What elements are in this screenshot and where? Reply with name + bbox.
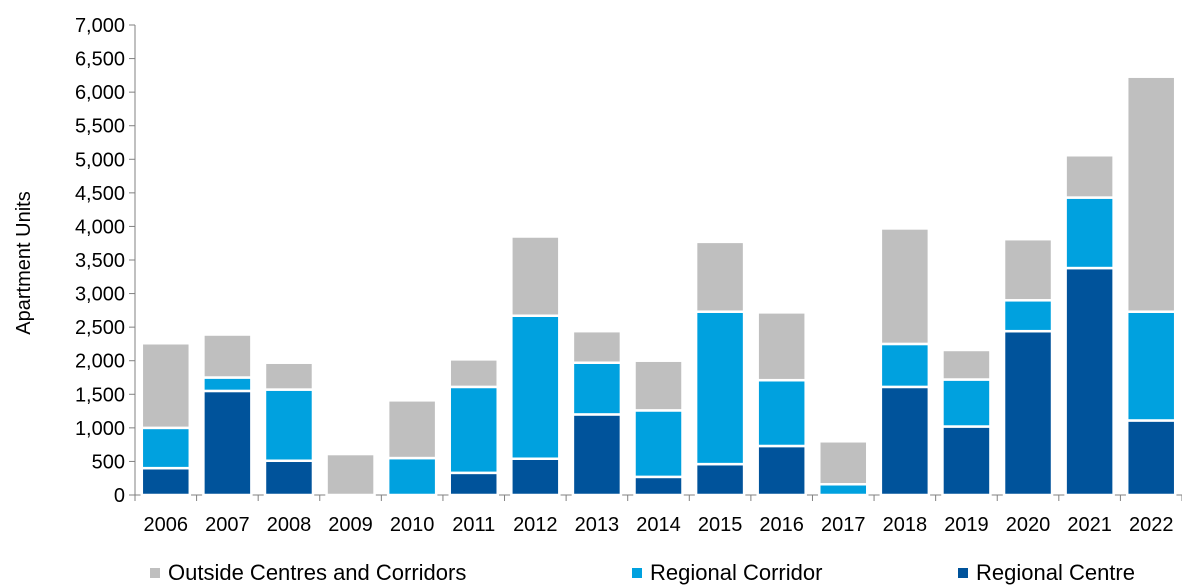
bar-outside-centres-and-corridors-2018 <box>879 227 931 346</box>
bar-outside-centres-and-corridors-2014 <box>633 359 684 412</box>
bar-regional-centre-2022 <box>1125 419 1177 497</box>
y-tick-label: 1,500 <box>75 384 125 406</box>
bar-regional-corridor-2020 <box>1002 299 1054 333</box>
x-tick-label: 2011 <box>452 514 495 536</box>
bar-regional-centre-2019 <box>941 425 992 497</box>
y-tick-label: 6,500 <box>75 49 125 71</box>
bar-outside-centres-and-corridors-2011 <box>448 358 499 389</box>
bar-regional-corridor-2006 <box>140 426 192 470</box>
y-tick-label: 6,000 <box>75 82 125 104</box>
y-tick-label: 3,500 <box>75 250 125 272</box>
x-tick-label: 2016 <box>759 514 804 536</box>
x-tick-label: 2018 <box>883 514 928 536</box>
bar-regional-corridor-2022 <box>1125 310 1177 422</box>
bar-regional-corridor-2013 <box>571 361 623 416</box>
bar-regional-centre-2011 <box>448 471 499 497</box>
legend-label-regional-corridor: Regional Corridor <box>650 560 823 585</box>
bar-regional-centre-2012 <box>510 457 561 497</box>
y-tick-label: 7,000 <box>75 15 125 37</box>
bar-outside-centres-and-corridors-2015 <box>694 240 746 313</box>
bar-regional-corridor-2019 <box>941 378 992 428</box>
x-tick-label: 2013 <box>575 514 620 536</box>
y-tick-label: 2,000 <box>75 351 125 373</box>
y-tick-label: 500 <box>92 451 125 473</box>
x-tick-label: 2008 <box>267 514 312 536</box>
bar-regional-corridor-2015 <box>694 310 746 466</box>
bar-regional-centre-2013 <box>571 413 623 497</box>
bar-regional-centre-2008 <box>263 459 315 497</box>
bar-outside-centres-and-corridors-2016 <box>756 311 807 382</box>
legend-item-regional-centre: Regional Centre <box>958 560 1135 586</box>
legend-label-regional-centre: Regional Centre <box>976 560 1135 585</box>
y-tick-label: 3,000 <box>75 284 125 306</box>
x-tick-label: 2019 <box>944 514 989 536</box>
legend-label-outside-centres-and-corridors: Outside Centres and Corridors <box>168 560 467 585</box>
y-tick-label: 0 <box>114 485 125 507</box>
legend-swatch-regional-centre <box>958 568 968 578</box>
x-tick-label: 2009 <box>328 514 373 536</box>
bar-regional-corridor-2008 <box>263 388 315 463</box>
bar-regional-centre-2014 <box>633 475 684 497</box>
legend-item-outside-centres-and-corridors: Outside Centres and Corridors <box>150 560 466 586</box>
y-axis-title: Apartment Units <box>13 191 35 334</box>
bar-outside-centres-and-corridors-2013 <box>571 329 623 364</box>
bar-regional-corridor-2012 <box>510 314 561 460</box>
x-tick-label: 2006 <box>144 514 189 536</box>
bar-outside-centres-and-corridors-2020 <box>1002 237 1054 302</box>
bar-regional-corridor-2010 <box>386 456 438 497</box>
legend-swatch-outside-centres-and-corridors <box>150 568 160 578</box>
bar-outside-centres-and-corridors-2019 <box>941 348 992 381</box>
bar-outside-centres-and-corridors-2010 <box>386 399 438 460</box>
bar-outside-centres-and-corridors-2021 <box>1064 154 1115 199</box>
x-tick-label: 2022 <box>1129 514 1174 536</box>
bar-regional-corridor-2017 <box>818 483 869 497</box>
legend-item-regional-corridor: Regional Corridor <box>632 560 822 586</box>
bar-regional-corridor-2021 <box>1064 196 1115 270</box>
x-tick-label: 2007 <box>205 514 250 536</box>
bar-regional-corridor-2011 <box>448 385 499 475</box>
bar-outside-centres-and-corridors-2022 <box>1125 75 1177 313</box>
bar-outside-centres-and-corridors-2008 <box>263 361 315 391</box>
x-tick-label: 2012 <box>513 514 558 536</box>
x-tick-label: 2021 <box>1067 514 1112 536</box>
y-tick-label: 1,000 <box>75 418 125 440</box>
x-tick-label: 2020 <box>1006 514 1051 536</box>
bar-outside-centres-and-corridors-2006 <box>140 342 192 430</box>
bar-outside-centres-and-corridors-2012 <box>510 235 561 317</box>
y-tick-label: 5,000 <box>75 149 125 171</box>
bar-outside-centres-and-corridors-2007 <box>202 333 253 379</box>
bar-regional-centre-2018 <box>879 385 931 497</box>
x-tick-label: 2015 <box>698 514 743 536</box>
bar-regional-corridor-2018 <box>879 342 931 389</box>
bar-regional-corridor-2016 <box>756 378 807 448</box>
bar-regional-centre-2006 <box>140 466 192 497</box>
x-tick-label: 2017 <box>821 514 866 536</box>
bar-regional-centre-2007 <box>202 389 253 497</box>
bar-outside-centres-and-corridors-2009 <box>325 452 376 497</box>
bar-regional-centre-2021 <box>1064 266 1115 497</box>
x-tick-label: 2014 <box>636 514 681 536</box>
y-tick-label: 4,000 <box>75 216 125 238</box>
y-tick-label: 4,500 <box>75 183 125 205</box>
y-tick-label: 5,500 <box>75 116 125 138</box>
bar-regional-centre-2020 <box>1002 329 1054 497</box>
bar-regional-corridor-2014 <box>633 409 684 479</box>
bar-regional-corridor-2007 <box>202 376 253 393</box>
legend: Outside Centres and Corridors Regional C… <box>0 560 1182 588</box>
bar-outside-centres-and-corridors-2017 <box>818 440 869 486</box>
legend-swatch-regional-corridor <box>632 568 642 578</box>
y-tick-label: 2,500 <box>75 317 125 339</box>
bar-regional-centre-2016 <box>756 444 807 497</box>
bar-regional-centre-2015 <box>694 462 746 497</box>
x-tick-label: 2010 <box>390 514 435 536</box>
